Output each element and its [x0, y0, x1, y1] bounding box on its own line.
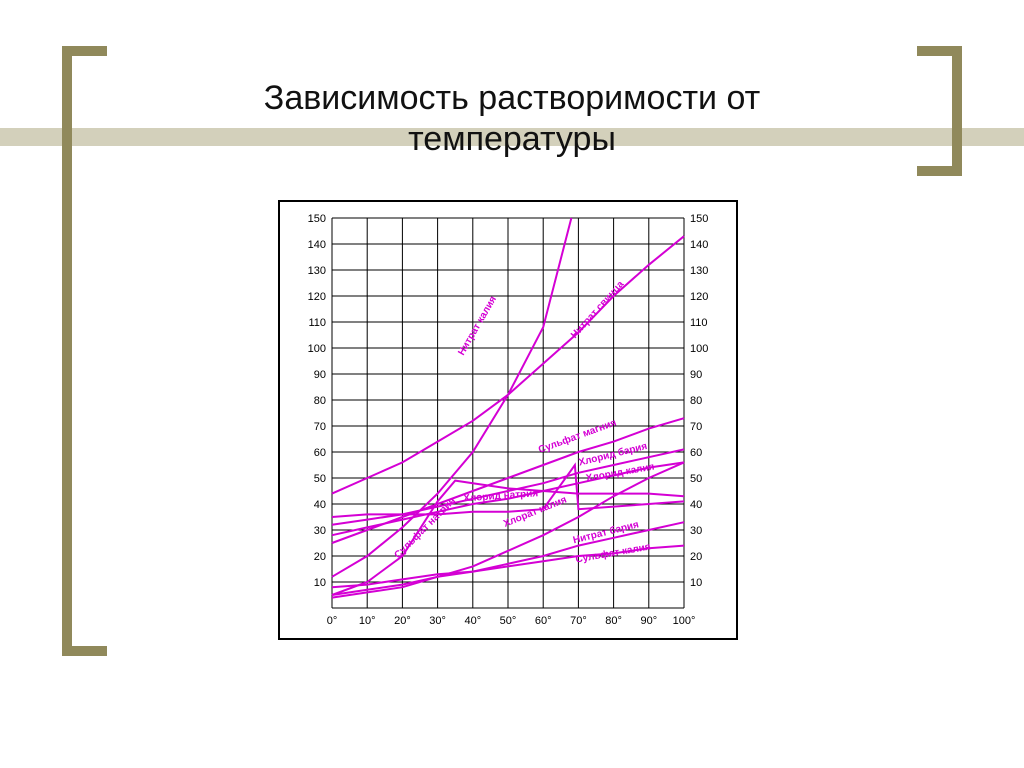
xtick: 20°	[394, 615, 411, 627]
ytick-right: 30	[690, 525, 702, 537]
title-line-2: температуры	[408, 120, 616, 158]
ytick-right: 80	[690, 395, 702, 407]
xtick: 100°	[673, 615, 696, 627]
ytick-right: 100	[690, 343, 708, 355]
ytick-left: 60	[314, 447, 326, 459]
ytick-left: 130	[308, 265, 326, 277]
ytick-right: 150	[690, 213, 708, 225]
ytick-right: 40	[690, 499, 702, 511]
title-line-1: Зависимость растворимости от	[264, 79, 760, 117]
ytick-left: 110	[308, 317, 326, 329]
ytick-left: 40	[314, 499, 326, 511]
xtick: 80°	[605, 615, 622, 627]
ytick-right: 140	[690, 239, 708, 251]
xtick: 40°	[464, 615, 481, 627]
series-label: Нитрат свинца	[569, 279, 627, 341]
ytick-right: 110	[690, 317, 708, 329]
ytick-left: 100	[308, 343, 326, 355]
solubility-chart: 10 10 20 20 30 30 40 40 50 50 60 60 70 70 80 80 90 90 100 1…	[278, 200, 738, 640]
ytick-right: 50	[690, 473, 702, 485]
ytick-right: 70	[690, 421, 702, 433]
ytick-left: 10	[314, 577, 326, 589]
ytick-left: 30	[314, 525, 326, 537]
xtick: 50°	[500, 615, 517, 627]
ytick-right: 20	[690, 551, 702, 563]
xtick: 10°	[359, 615, 376, 627]
ytick-right: 60	[690, 447, 702, 459]
ytick-right: 10	[690, 577, 702, 589]
ytick-left: 120	[308, 291, 326, 303]
page-title: Зависимость растворимости от температуры	[160, 78, 864, 160]
xtick: 60°	[535, 615, 552, 627]
ytick-left: 90	[314, 369, 326, 381]
ytick-left: 150	[308, 213, 326, 225]
ytick-right: 120	[690, 291, 708, 303]
series-line	[332, 218, 571, 577]
right-bracket	[912, 46, 962, 176]
xtick: 0°	[327, 615, 338, 627]
ytick-left: 70	[314, 421, 326, 433]
xtick: 30°	[429, 615, 446, 627]
xtick: 90°	[640, 615, 657, 627]
ytick-left: 140	[308, 239, 326, 251]
ytick-right: 90	[690, 369, 702, 381]
ytick-left: 80	[314, 395, 326, 407]
ytick-left: 50	[314, 473, 326, 485]
xtick: 70°	[570, 615, 587, 627]
ytick-right: 130	[690, 265, 708, 277]
series-label: Нитрат бария	[572, 518, 641, 546]
ytick-left: 20	[314, 551, 326, 563]
left-bracket	[62, 46, 112, 656]
